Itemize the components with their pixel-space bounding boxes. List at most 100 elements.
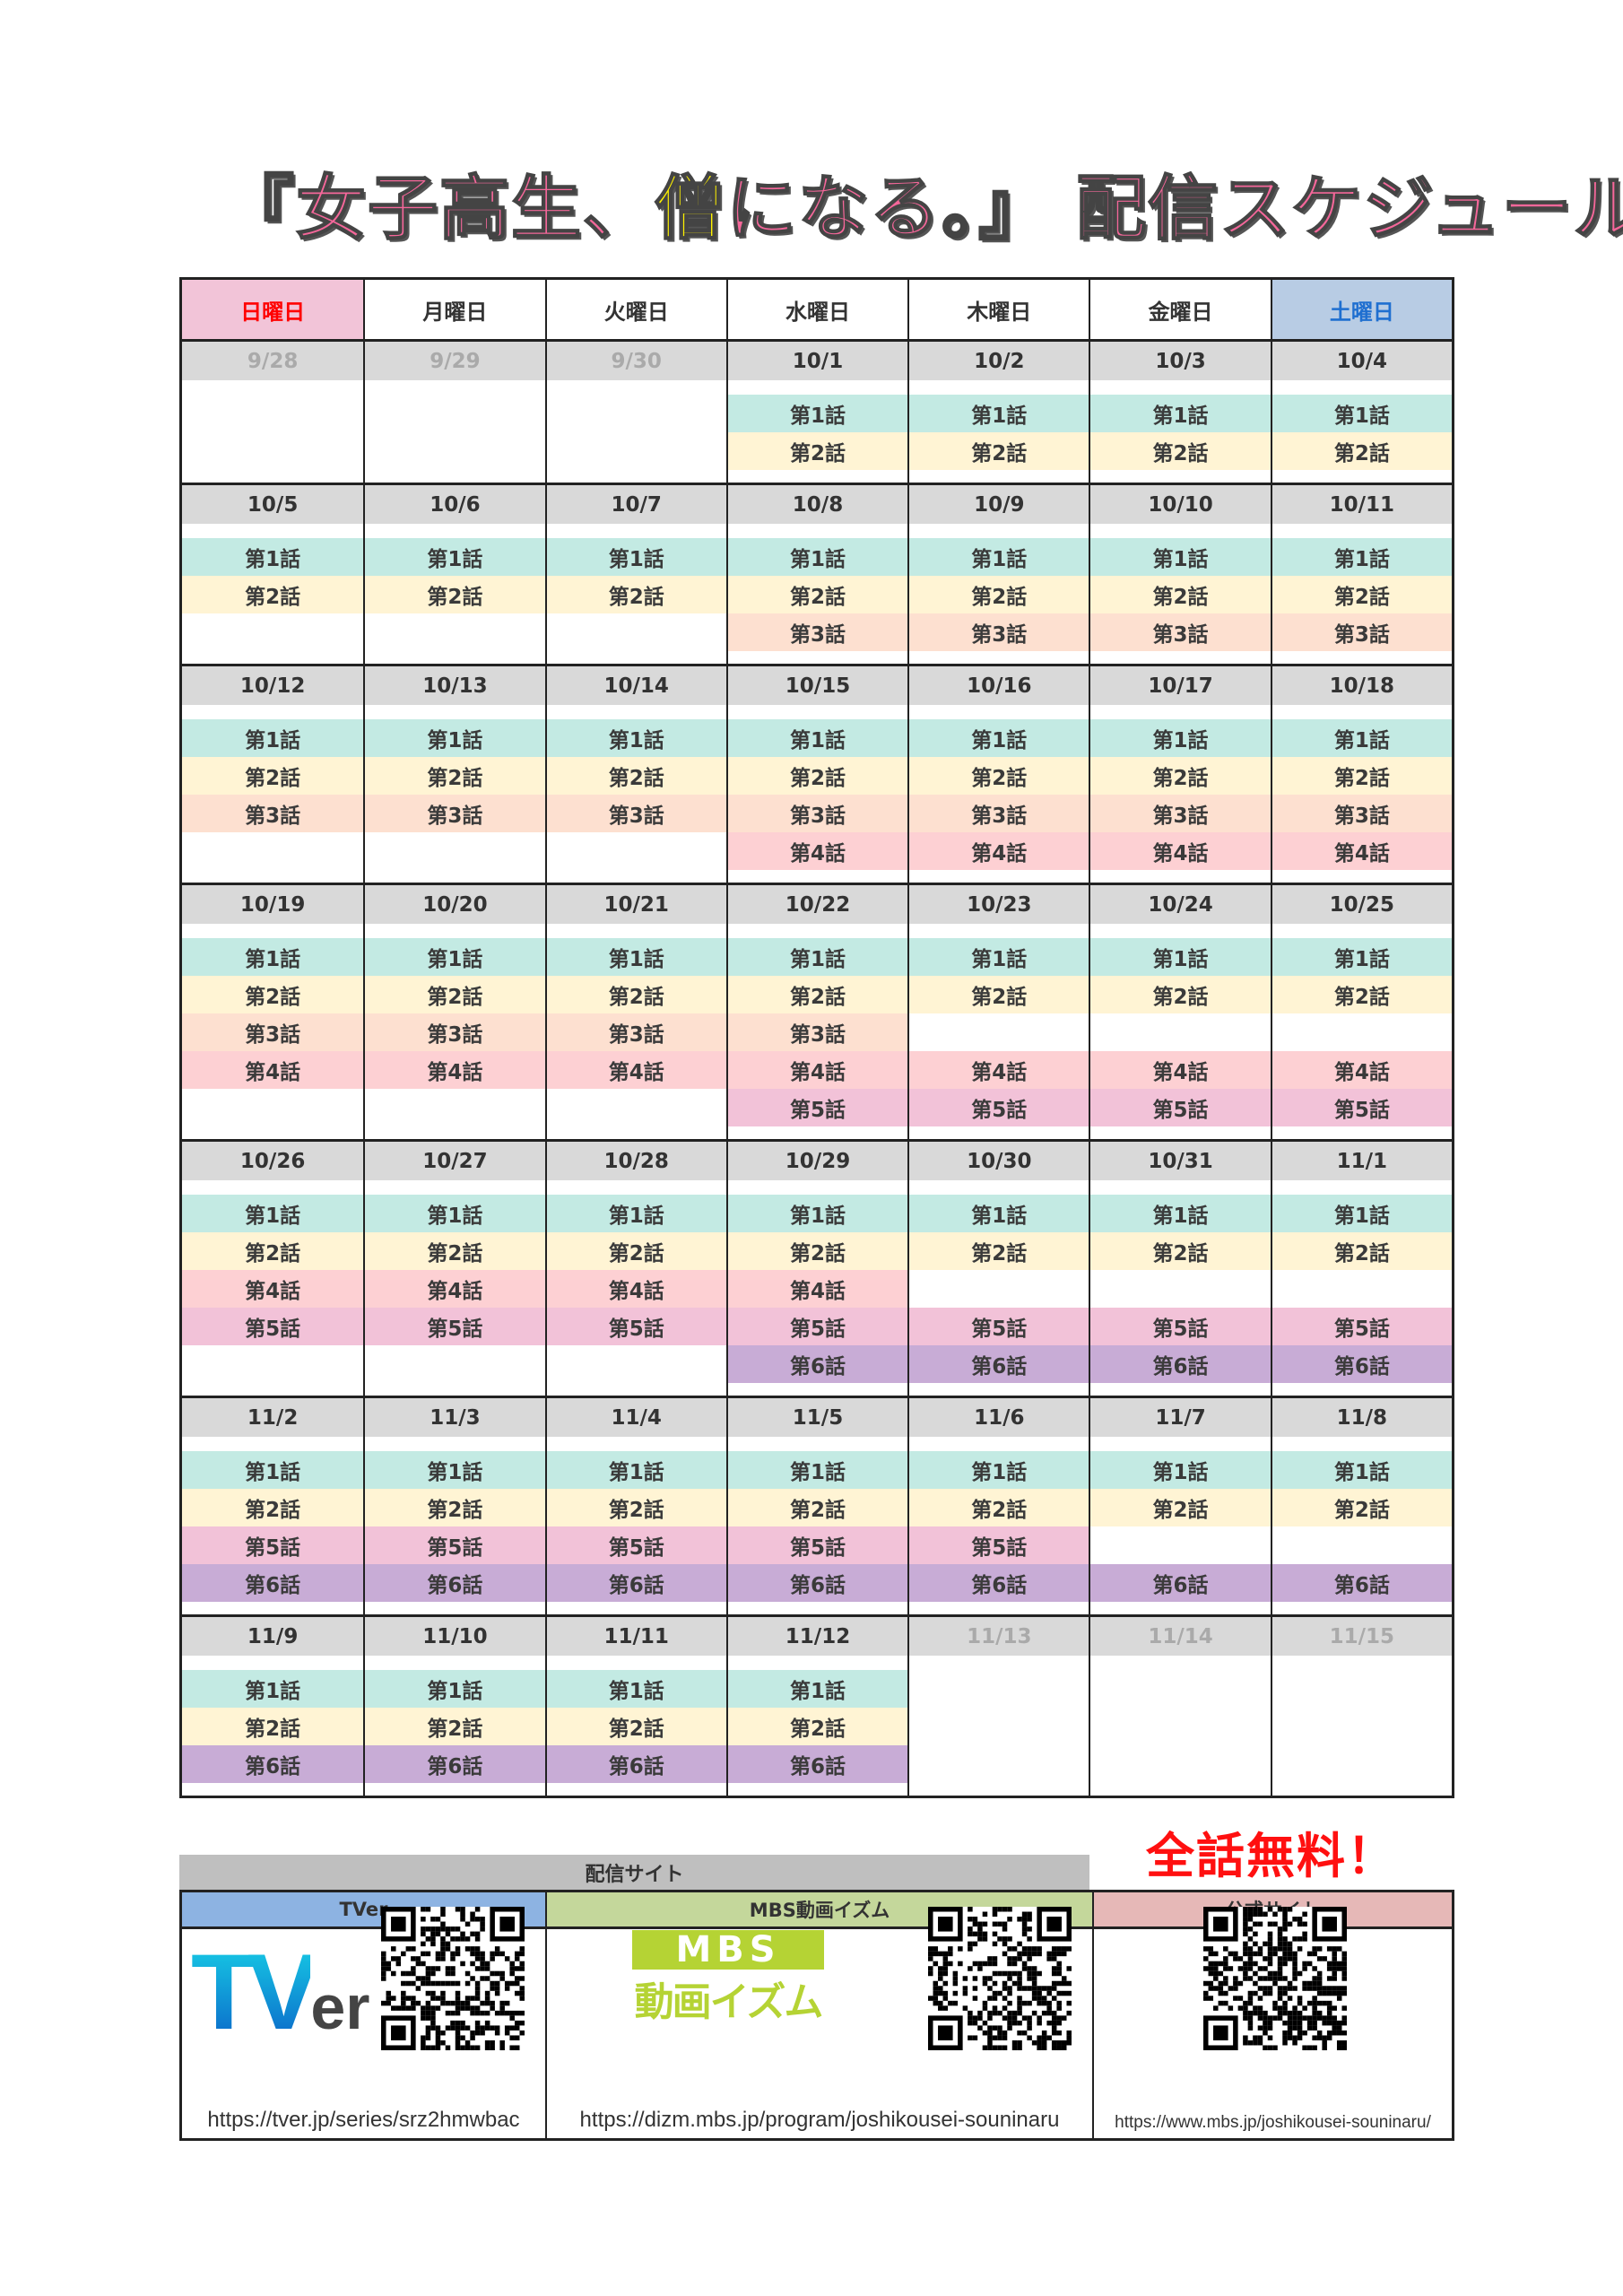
mbs-url[interactable]: https://dizm.mbs.jp/program/joshikousei-… [579, 2108, 1060, 2132]
episode-slot: 第3話 [182, 1013, 364, 1051]
episode-slot: 第1話 [727, 1670, 908, 1708]
date-label: 11/8 [1271, 1398, 1452, 1437]
empty-slot [182, 432, 363, 470]
episode-slot: 第1話 [1271, 938, 1452, 976]
week-row: 10/5 第1話 第2話 10/6 第1話 第2話 10/7 第1話 第2話 10/8 第1話 第2話… [182, 483, 1452, 664]
episode-slot: 第5話 [546, 1308, 726, 1345]
episode-slot: 第6話 [546, 1745, 726, 1783]
day-cell: 10/11 第1話 第2話 第3話 [1270, 485, 1452, 664]
date-label: 11/15 [1271, 1617, 1452, 1656]
episode-slot: 第5話 [909, 1526, 1089, 1564]
weekday-header: 金曜日 [1089, 280, 1271, 339]
day-cell: 10/27 第1話 第2話 第4話 第5話 [363, 1142, 545, 1396]
episode-slot: 第2話 [727, 1489, 908, 1526]
episode-slot: 第4話 [546, 1270, 726, 1308]
day-cell: 11/10 第1話 第2話 第6話 [363, 1617, 545, 1796]
date-label: 10/16 [909, 666, 1089, 705]
day-cell: 10/25 第1話 第2話 第4話 第5話 [1270, 885, 1452, 1139]
date-label: 9/28 [182, 342, 364, 380]
date-label: 11/11 [546, 1617, 726, 1656]
episode-slot: 第3話 [365, 795, 545, 832]
episode-slot: 第1話 [1271, 538, 1452, 576]
day-cell: 10/9 第1話 第2話 第3話 [907, 485, 1089, 664]
episode-slot: 第5話 [1090, 1089, 1271, 1126]
episode-slot: 第2話 [1271, 576, 1452, 613]
episode-slot: 第2話 [909, 976, 1089, 1013]
episode-slot: 第2話 [182, 1232, 364, 1270]
episode-slot: 第2話 [909, 576, 1089, 613]
tver-logo: TVer [191, 1932, 370, 2052]
date-label: 10/15 [727, 666, 908, 705]
episode-slot: 第2話 [182, 1489, 364, 1526]
episode-slot: 第1話 [909, 719, 1089, 757]
episode-slot: 第2話 [546, 1708, 726, 1745]
empty-slot [909, 1013, 1089, 1051]
tver-qr-code[interactable] [381, 1907, 525, 2050]
tver-url[interactable]: https://tver.jp/series/srz2hmwbac [207, 2108, 520, 2132]
empty-slot [1272, 1745, 1452, 1783]
episode-slot: 第3話 [182, 795, 364, 832]
official-qr-code[interactable] [1203, 1907, 1347, 2050]
episode-slot: 第2話 [1271, 1232, 1452, 1270]
episode-slot: 第1話 [365, 719, 545, 757]
date-label: 10/10 [1090, 485, 1271, 524]
date-label: 10/3 [1090, 342, 1271, 380]
episode-slot: 第4話 [182, 1051, 364, 1089]
episode-slot: 第4話 [727, 1051, 908, 1089]
episode-slot: 第2話 [182, 757, 364, 795]
date-label: 10/9 [909, 485, 1089, 524]
day-cell: 10/13 第1話 第2話 第3話 [363, 666, 545, 883]
day-cell: 11/14 [1089, 1617, 1271, 1796]
episode-slot: 第2話 [727, 1708, 908, 1745]
episode-slot: 第1話 [182, 1451, 364, 1489]
day-cell: 11/13 [907, 1617, 1089, 1796]
mbs-qr-code[interactable] [928, 1907, 1072, 2050]
week-row: 11/9 第1話 第2話 第6話 11/10 第1話 第2話 第6話 11/11 第1話 第2話 第6… [182, 1614, 1452, 1796]
empty-slot [1090, 1270, 1270, 1308]
episode-slot: 第5話 [727, 1308, 908, 1345]
episode-slot: 第3話 [546, 1013, 726, 1051]
day-cell: 10/28 第1話 第2話 第4話 第5話 [544, 1142, 726, 1396]
empty-slot [1272, 1526, 1452, 1564]
episode-slot: 第2話 [1271, 757, 1452, 795]
episode-slot: 第1話 [909, 1451, 1089, 1489]
day-cell: 10/3 第1話 第2話 [1089, 342, 1271, 483]
episode-slot: 第1話 [365, 1195, 545, 1232]
episode-slot: 第2話 [546, 1489, 726, 1526]
day-cell: 10/2 第1話 第2話 [907, 342, 1089, 483]
episode-slot: 第3話 [909, 613, 1089, 651]
episode-slot: 第3話 [1271, 795, 1452, 832]
day-cell: 10/17 第1話 第2話 第3話 第4話 [1089, 666, 1271, 883]
empty-slot [547, 1089, 726, 1126]
date-label: 11/14 [1090, 1617, 1271, 1656]
empty-slot [909, 1270, 1089, 1308]
episode-slot: 第3話 [727, 795, 908, 832]
date-label: 10/17 [1090, 666, 1271, 705]
episode-slot: 第1話 [182, 719, 364, 757]
episode-slot: 第6話 [909, 1345, 1089, 1383]
episode-slot: 第2話 [546, 976, 726, 1013]
date-label: 10/27 [365, 1142, 545, 1180]
episode-slot: 第6話 [727, 1564, 908, 1602]
episode-slot: 第4話 [1271, 832, 1452, 870]
episode-slot: 第5話 [727, 1526, 908, 1564]
empty-slot [1090, 1526, 1270, 1564]
empty-slot [1090, 1013, 1270, 1051]
episode-slot: 第1話 [727, 1195, 908, 1232]
date-label: 11/2 [182, 1398, 364, 1437]
episode-slot: 第6話 [182, 1564, 364, 1602]
episode-slot: 第3話 [727, 1013, 908, 1051]
page-title: 『女子高生、僧になる。』 配信スケジュール [223, 168, 1623, 250]
official-url[interactable]: https://www.mbs.jp/joshikousei-souninaru… [1115, 2113, 1431, 2132]
empty-slot [365, 613, 544, 651]
weekday-header: 木曜日 [907, 280, 1089, 339]
date-label: 10/8 [727, 485, 908, 524]
free-note: 全話無料！ [1146, 1828, 1397, 1884]
episode-slot: 第2話 [1090, 1489, 1271, 1526]
date-label: 11/6 [909, 1398, 1089, 1437]
weekday-header: 日曜日 [182, 280, 364, 339]
day-cell: 11/3 第1話 第2話 第5話 第6話 [363, 1398, 545, 1614]
day-cell: 10/29 第1話 第2話 第4話 第5話 第6話 [725, 1142, 908, 1396]
episode-slot: 第2話 [1271, 976, 1452, 1013]
day-cell: 11/15 [1270, 1617, 1452, 1796]
